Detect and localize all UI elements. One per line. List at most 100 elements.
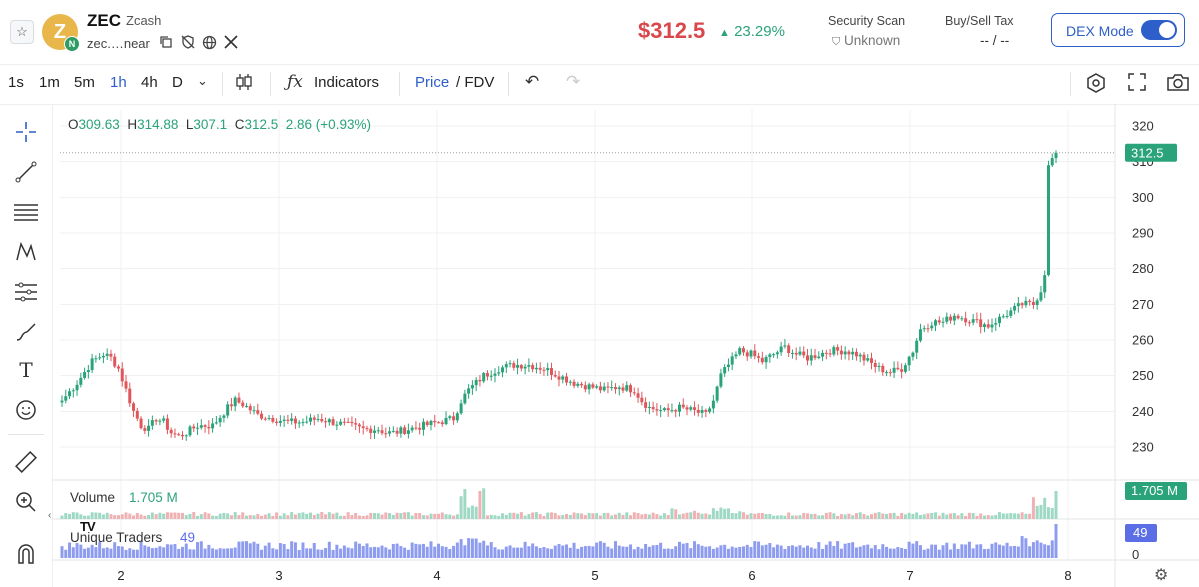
volume-bar <box>143 515 147 519</box>
candle-body <box>135 410 139 419</box>
traders-bar <box>512 547 516 558</box>
traders-bar <box>561 545 565 558</box>
traders-bar <box>286 549 290 558</box>
timeframe-1h[interactable]: 1h <box>110 74 127 91</box>
candle-body <box>184 435 188 437</box>
candle-body <box>357 424 361 427</box>
indicators-button[interactable]: Indicators <box>314 74 380 91</box>
traders-bar <box>226 548 230 558</box>
candle-body <box>391 430 395 432</box>
collapse-toolbar-icon[interactable]: ‹ <box>48 510 52 521</box>
traders-bar <box>474 538 478 558</box>
volume-bar <box>470 505 474 519</box>
x-tick-label: 6 <box>748 568 755 583</box>
volume-label: Volume <box>70 490 116 505</box>
fullscreen-icon[interactable] <box>1127 72 1147 97</box>
magnet-icon[interactable] <box>12 540 40 568</box>
traders-bar <box>380 545 384 558</box>
traders-bar <box>305 548 309 558</box>
pattern-icon[interactable] <box>12 238 40 266</box>
traders-bar <box>565 544 569 558</box>
ruler-icon[interactable] <box>12 448 40 476</box>
candle-body <box>388 431 392 434</box>
candle-body <box>1013 306 1017 311</box>
traders-bar <box>211 548 215 558</box>
star-icon[interactable]: ☆ <box>10 20 34 44</box>
price-change-value: 23.29% <box>734 23 785 40</box>
timeframe-5m[interactable]: 5m <box>74 74 95 91</box>
token-address[interactable]: zec.…near <box>87 36 150 51</box>
tradingview-logo[interactable]: TV <box>80 519 96 534</box>
text-tool-icon[interactable]: T <box>19 358 33 382</box>
price-toggle[interactable]: Price <box>415 74 450 91</box>
zoom-in-icon[interactable] <box>12 488 40 516</box>
shield-off-icon[interactable] <box>181 35 195 52</box>
traders-bar <box>101 548 105 558</box>
candle-body <box>512 363 516 368</box>
candle-body <box>903 365 907 372</box>
x-tick-label: 2 <box>117 568 124 583</box>
chevron-down-icon[interactable]: ⌄ <box>197 73 208 88</box>
candle-body <box>196 427 200 429</box>
traders-bar <box>937 549 941 558</box>
settings-hexagon-icon[interactable] <box>1085 72 1107 99</box>
timeframe-d[interactable]: D <box>172 74 183 91</box>
candle-body <box>824 352 828 354</box>
trend-line-icon[interactable] <box>12 158 40 186</box>
timeframe-1s[interactable]: 1s <box>8 74 24 91</box>
candle-body <box>934 320 938 326</box>
fdv-toggle[interactable]: / FDV <box>456 74 494 91</box>
volume-bar <box>440 512 444 519</box>
undo-icon[interactable]: ↶ <box>525 72 540 91</box>
dex-mode-switch[interactable] <box>1141 20 1177 40</box>
candle-body <box>467 388 471 394</box>
traders-bar <box>83 548 87 558</box>
projection-icon[interactable] <box>12 278 40 306</box>
volume-bar <box>632 512 636 519</box>
volume-bar <box>105 512 109 519</box>
traders-bar <box>617 545 621 558</box>
traders-bar <box>418 544 422 558</box>
candle-body <box>964 318 968 323</box>
copy-icon[interactable] <box>159 35 173 52</box>
timeframe-1m[interactable]: 1m <box>39 74 60 91</box>
camera-icon[interactable] <box>1166 72 1190 97</box>
candle-body <box>256 410 260 414</box>
volume-bar <box>354 512 358 519</box>
traders-bar <box>941 545 945 558</box>
security-scan-value[interactable]: ⛉ Unknown <box>832 33 900 49</box>
volume-bar <box>580 513 584 519</box>
crosshair-icon[interactable] <box>12 118 40 146</box>
brush-icon[interactable] <box>12 318 40 346</box>
traders-bar <box>158 546 162 558</box>
traders-bar <box>647 546 651 558</box>
candle-body <box>290 418 294 421</box>
horizontal-lines-icon[interactable] <box>12 198 40 226</box>
candlestick-type-icon[interactable] <box>235 72 253 97</box>
traders-bar <box>414 543 418 558</box>
dex-mode-toggle[interactable]: DEX Mode <box>1051 13 1185 47</box>
candle-body <box>949 316 953 321</box>
volume-bar <box>892 512 896 519</box>
candle-body <box>741 348 745 353</box>
volume-bar <box>124 512 128 519</box>
candle-body <box>843 351 847 355</box>
gear-icon[interactable]: ⚙ <box>1154 567 1169 584</box>
candle-body <box>749 350 753 357</box>
x-twitter-icon[interactable] <box>224 35 238 52</box>
emoji-icon[interactable] <box>12 396 40 424</box>
volume-bar <box>459 496 463 519</box>
traders-bar <box>862 545 866 558</box>
volume-bar <box>196 515 200 519</box>
traders-bar <box>79 544 83 558</box>
globe-icon[interactable] <box>202 35 217 53</box>
traders-bar <box>150 548 154 558</box>
volume-bar <box>135 512 139 519</box>
timeframe-4h[interactable]: 4h <box>141 74 158 91</box>
traders-bar <box>354 541 358 558</box>
volume-bar <box>293 514 297 519</box>
redo-icon[interactable]: ↷ <box>566 72 581 91</box>
candle-body <box>116 366 120 369</box>
function-fx-icon[interactable]: ƒx <box>287 72 303 92</box>
